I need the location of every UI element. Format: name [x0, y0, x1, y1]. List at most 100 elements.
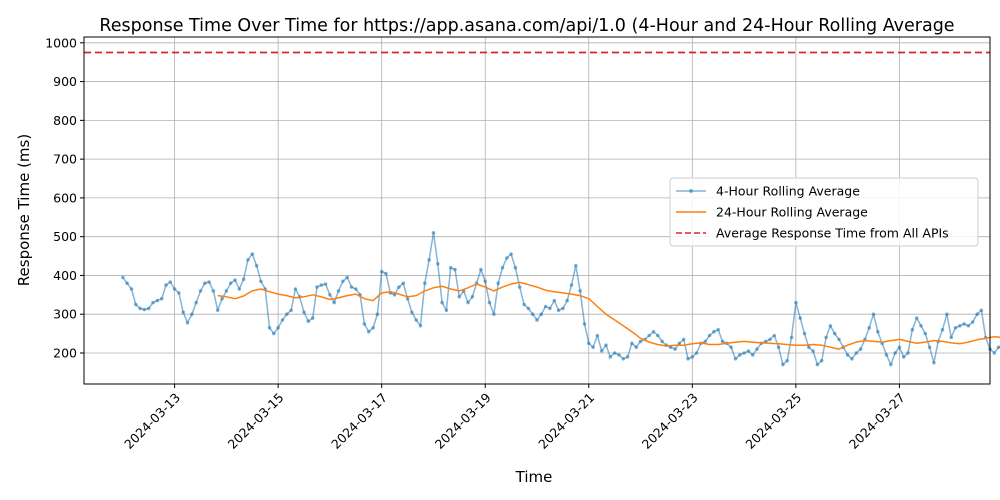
data-point: [897, 345, 902, 350]
data-point: [789, 335, 794, 340]
data-point: [712, 329, 716, 334]
data-point: [530, 312, 535, 317]
legend-label: 4-Hour Rolling Average: [716, 184, 860, 199]
data-point: [293, 287, 298, 291]
data-point: [272, 331, 276, 336]
data-point: [440, 300, 444, 305]
y-axis: 200 300 400 500 600 700 800 900 1000: [45, 35, 84, 360]
data-point: [681, 337, 686, 342]
data-point: [181, 310, 185, 315]
data-point: [776, 345, 781, 350]
data-point: [483, 279, 488, 284]
data-point: [673, 347, 677, 351]
data-point: [945, 312, 949, 317]
x-tick-label: 2024-03-21: [535, 390, 597, 452]
data-point: [289, 308, 293, 313]
data-point: [975, 312, 979, 317]
legend-item: 24-Hour Rolling Average: [676, 205, 868, 220]
data-point: [362, 322, 367, 326]
data-point: [910, 327, 915, 332]
data-point: [310, 316, 315, 320]
y-tick-label: 700: [53, 152, 77, 167]
data-point: [768, 337, 772, 342]
data-point: [811, 349, 815, 353]
y-tick-label: 300: [53, 307, 77, 322]
data-point: [164, 283, 168, 287]
data-point: [505, 256, 509, 260]
gridlines: [84, 37, 990, 384]
data-point: [569, 283, 574, 287]
data-point: [742, 351, 746, 355]
data-point: [448, 265, 453, 270]
data-point: [763, 339, 768, 344]
data-point: [228, 281, 233, 286]
data-point: [837, 337, 841, 342]
data-point: [828, 324, 833, 328]
data-point: [194, 300, 198, 305]
data-point: [815, 362, 820, 367]
x-tick-label: 2024-03-25: [742, 390, 804, 452]
series-1: [121, 231, 1000, 367]
data-point: [466, 300, 470, 305]
legend-item: Average Response Time from All APIs: [676, 226, 949, 241]
data-point: [694, 351, 699, 355]
y-axis-label: Response Time (ms): [15, 134, 33, 286]
data-point: [729, 345, 733, 350]
data-point: [142, 307, 147, 312]
data-point: [453, 267, 457, 272]
data-point: [707, 333, 712, 338]
data-point: [733, 357, 738, 361]
data-point: [543, 304, 548, 309]
data-point: [802, 331, 807, 336]
data-point: [750, 353, 755, 357]
data-point: [785, 358, 789, 363]
data-point: [328, 293, 332, 297]
data-point: [366, 329, 371, 334]
data-point: [371, 326, 375, 330]
data-point: [168, 280, 173, 284]
data-point: [858, 347, 863, 351]
data-point: [604, 343, 608, 348]
data-point: [755, 347, 759, 351]
data-point: [254, 263, 259, 268]
data-point: [306, 319, 311, 324]
legend-item: 4-Hour Rolling Average: [676, 184, 860, 199]
data-point: [414, 318, 419, 322]
data-point: [703, 339, 708, 344]
data-point: [121, 275, 125, 280]
data-point: [349, 285, 354, 289]
data-point: [621, 357, 626, 361]
data-point: [496, 281, 501, 286]
data-point: [617, 353, 621, 357]
plot-area-frame: [83, 36, 991, 385]
data-point: [992, 351, 997, 355]
data-point: [345, 275, 350, 280]
data-point: [134, 302, 138, 307]
legend-marker: [689, 189, 693, 193]
data-point: [336, 289, 341, 293]
data-point: [979, 308, 984, 313]
data-point: [375, 312, 380, 317]
data-point: [587, 341, 591, 346]
data-point: [794, 300, 798, 305]
data-point: [151, 300, 155, 305]
data-point: [927, 345, 932, 350]
data-point: [401, 281, 406, 286]
series-line: [122, 232, 1000, 366]
data-point: [901, 355, 906, 359]
series-2: [217, 281, 1000, 350]
data-point: [535, 318, 539, 322]
x-tick-label: 2024-03-27: [846, 390, 908, 452]
data-point: [138, 306, 142, 311]
data-point: [487, 300, 492, 305]
data-point: [341, 279, 345, 284]
data-point: [932, 360, 936, 365]
data-point: [966, 324, 971, 328]
data-point: [876, 329, 880, 334]
x-tick-label: 2024-03-17: [328, 390, 390, 452]
data-point: [457, 295, 462, 299]
data-point: [517, 285, 522, 289]
data-point: [479, 267, 483, 272]
data-point: [638, 339, 643, 344]
data-point: [552, 298, 557, 303]
